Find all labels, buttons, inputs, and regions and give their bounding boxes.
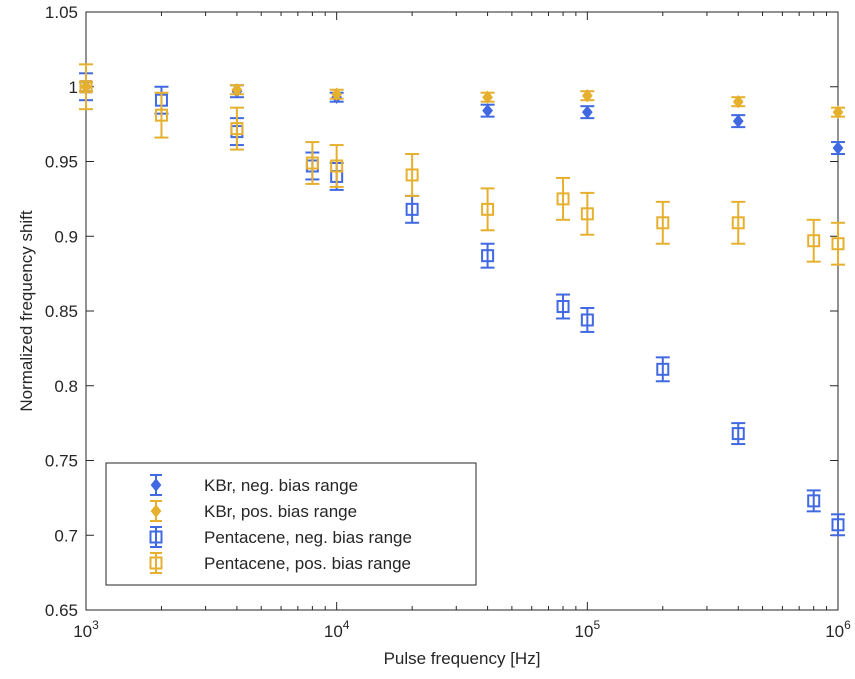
x-tick-exponent: 6 [844,618,851,632]
x-tick-base: 10 [575,622,594,641]
x-tick-label: 104 [324,618,350,641]
data-point [556,300,570,314]
legend-marker [149,556,163,570]
data-point [580,313,594,327]
series-group [79,63,845,537]
x-tick-label: 105 [575,618,601,641]
x-tick-base: 10 [324,622,343,641]
data-point [331,87,343,101]
data-point [405,168,419,182]
data-point [154,108,168,122]
x-tick-exponent: 5 [593,618,600,632]
y-tick-label: 1 [69,78,78,97]
y-tick-label: 0.75 [45,452,78,471]
data-point [481,249,495,263]
x-tick-exponent: 4 [343,618,350,632]
data-point [831,518,845,532]
data-point [656,216,670,230]
data-point [807,234,821,248]
y-tick-label: 1.05 [45,3,78,22]
y-axis-label: Normalized frequency shift [17,210,36,412]
data-point [581,105,593,119]
legend-entry: KBr, neg. bias range [150,474,358,496]
data-point [731,427,745,441]
x-axis-label: Pulse frequency [Hz] [384,649,541,668]
y-tick-label: 0.9 [54,227,78,246]
legend-entry: KBr, pos. bias range [150,500,357,522]
data-point [580,207,594,221]
data-point [481,202,495,216]
data-point [732,94,744,109]
y-tick-label: 0.65 [45,601,78,620]
data-point [831,237,845,251]
legend-label: Pentacene, neg. bias range [204,528,412,547]
legend-marker [150,504,162,518]
data-point [832,105,844,119]
x-tick-label: 106 [825,618,851,641]
legend-label: KBr, neg. bias range [204,476,358,495]
y-tick-label: 0.85 [45,302,78,321]
legend: KBr, neg. bias range KBr, pos. bias range… [105,462,477,586]
x-tick-label: 103 [73,618,99,641]
y-tick-label: 0.7 [54,526,78,545]
data-point [832,141,844,155]
x-tick-exponent: 3 [92,618,99,632]
legend-label: KBr, pos. bias range [204,502,357,521]
legend-entry: Pentacene, pos. bias range [149,552,411,574]
data-point [79,80,93,94]
data-point [656,362,670,376]
legend-marker [149,530,163,544]
data-point [482,103,493,118]
data-point [405,202,419,216]
y-axis-ticks: 0.65 0.7 0.75 0.8 0.85 0.9 0.95 1 1.05 [45,3,838,620]
x-axis-ticks: 103 104 105 106 [73,12,851,641]
legend-entry: Pentacene, neg. bias range [149,526,412,548]
data-point [807,494,821,508]
series-3 [79,63,845,266]
data-point [732,114,744,128]
data-point [731,216,745,230]
data-point [482,90,493,104]
legend-label: Pentacene, pos. bias range [204,554,411,573]
data-point [330,159,344,173]
x-tick-base: 10 [825,622,844,641]
data-point [230,122,244,136]
data-point [581,89,593,103]
data-point [556,192,570,206]
data-point [231,83,243,97]
y-tick-label: 0.8 [54,377,78,396]
legend-marker [150,478,162,492]
data-point [305,156,319,170]
x-tick-base: 10 [73,622,92,641]
y-tick-label: 0.95 [45,153,78,172]
legend-box [105,462,477,586]
